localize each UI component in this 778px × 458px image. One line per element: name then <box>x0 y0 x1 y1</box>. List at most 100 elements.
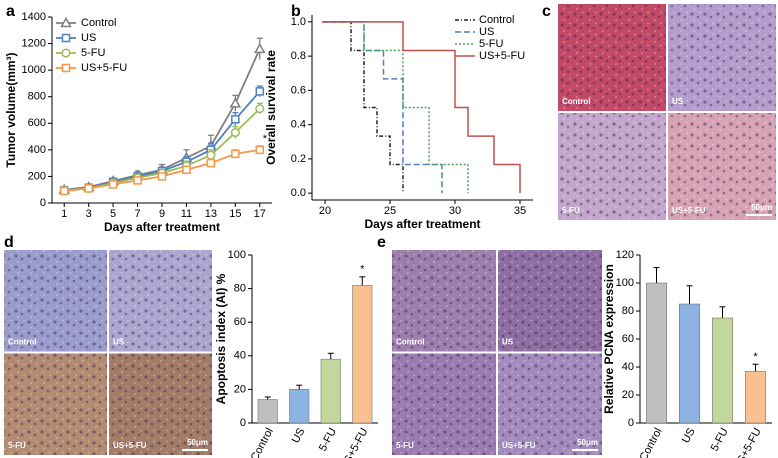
y-axis-label: Relative PCNA expression <box>602 264 616 414</box>
x-tick-label: 20 <box>319 205 331 217</box>
micrograph-label: US <box>672 97 684 106</box>
y-tick-label: 60 <box>622 333 634 345</box>
micrograph-label: 5-FU <box>562 206 580 215</box>
x-tick-label: 11 <box>181 208 192 220</box>
x-tick-label: 7 <box>134 208 140 220</box>
y-tick-label: 1.0 <box>291 16 306 28</box>
x-tick-label: 15 <box>229 208 241 220</box>
y-tick-label: 200 <box>28 170 46 182</box>
y-tick-label: 1000 <box>22 64 46 76</box>
marker <box>255 104 265 114</box>
marker <box>108 180 118 189</box>
x-tick-label: 5-FU <box>317 426 339 453</box>
scale-bar-label: 50μm <box>187 438 208 447</box>
y-tick-label: 0 <box>40 197 46 209</box>
y-tick-label: 20 <box>622 389 634 401</box>
y-tick-label: 400 <box>28 144 46 156</box>
bar <box>646 282 667 424</box>
x-tick-label: 5 <box>110 208 116 220</box>
micrograph-texture <box>558 4 666 111</box>
micrograph-texture <box>109 353 212 455</box>
bar <box>745 370 766 424</box>
x-tick-label: US <box>290 426 308 445</box>
marker <box>230 128 240 138</box>
marker <box>253 42 266 54</box>
x-tick-label: 35 <box>514 205 526 217</box>
micrograph-label: US+5-FU <box>502 441 536 450</box>
y-tick-label: 800 <box>28 91 46 103</box>
micrograph-texture <box>392 353 496 455</box>
marker <box>229 97 242 108</box>
y-tick-label: 120 <box>616 249 634 261</box>
marker <box>206 150 216 160</box>
y-tick-label: 0.8 <box>291 50 306 62</box>
significance: * <box>753 351 758 363</box>
survival-curve <box>322 21 469 194</box>
panel-letter: e <box>377 234 386 251</box>
y-tick-label: 0.4 <box>291 119 306 131</box>
y-tick-label: 0 <box>240 417 246 429</box>
y-tick-label: 40 <box>234 350 246 362</box>
marker <box>206 158 216 168</box>
panel-letter: a <box>6 3 15 20</box>
y-tick-label: 1200 <box>22 37 46 49</box>
x-axis-label: Days after treatment <box>104 220 220 234</box>
scale-bar-label: 50μm <box>751 203 772 212</box>
y-tick-label: 40 <box>622 361 634 373</box>
legend-label: US+5-FU <box>81 62 127 74</box>
legend-label: US <box>81 32 96 44</box>
micrograph-label: US <box>113 338 125 347</box>
bar <box>679 303 700 424</box>
marker <box>61 33 71 43</box>
micrograph-label: Control <box>562 97 590 106</box>
micrograph-label: Control <box>8 338 36 347</box>
micrograph-label: US+5-FU <box>113 441 147 450</box>
panel-letter: c <box>542 3 551 20</box>
micrograph-label: 5-FU <box>396 441 414 450</box>
y-tick-label: 100 <box>228 249 246 261</box>
x-tick-label: 9 <box>159 208 165 220</box>
bar <box>320 358 341 424</box>
legend-label: US <box>479 26 494 38</box>
panel-letter: d <box>4 234 14 251</box>
micrograph-texture <box>109 250 212 352</box>
micrograph-label: US <box>502 338 514 347</box>
micrograph-texture <box>4 250 107 352</box>
micrograph-label: US+5-FU <box>672 206 706 215</box>
micrograph-texture <box>498 353 602 455</box>
marker <box>133 176 142 185</box>
y-tick-label: 100 <box>616 277 634 289</box>
x-tick-label: 25 <box>384 205 396 217</box>
bar <box>289 389 310 424</box>
x-tick-label: 3 <box>86 208 92 220</box>
micrograph-label: 5-FU <box>8 441 26 450</box>
y-axis-label: Overall survival rate <box>264 50 278 165</box>
marker <box>182 165 191 175</box>
x-tick-label: 17 <box>254 208 266 220</box>
micrograph-texture <box>498 250 602 352</box>
x-tick-label: Control <box>637 426 664 458</box>
y-tick-label: 0.2 <box>291 153 306 165</box>
bar <box>712 317 733 424</box>
marker <box>61 63 71 73</box>
x-tick-label: 1 <box>61 208 67 220</box>
marker <box>157 172 167 181</box>
y-axis-label: Tumor volume(mm³) <box>4 52 18 167</box>
micrograph-texture <box>4 353 107 455</box>
survival-curve <box>322 21 404 194</box>
panel-letter: b <box>291 3 301 20</box>
significance: * <box>263 133 268 145</box>
micrograph-texture <box>392 250 496 352</box>
survival-curve <box>322 21 443 194</box>
y-tick-label: 600 <box>28 117 46 129</box>
survival-curve <box>322 21 521 194</box>
y-tick-label: 0 <box>628 417 634 429</box>
bar <box>257 399 278 424</box>
legend-label: US+5-FU <box>479 50 525 62</box>
y-axis-label: Apoptosis index (AI) % <box>214 273 228 404</box>
x-tick-label: US+5-FU <box>731 426 763 458</box>
x-tick-label: US+5-FU <box>338 426 370 458</box>
y-tick-label: 0.0 <box>291 187 306 199</box>
x-tick-label: Control <box>249 426 276 458</box>
